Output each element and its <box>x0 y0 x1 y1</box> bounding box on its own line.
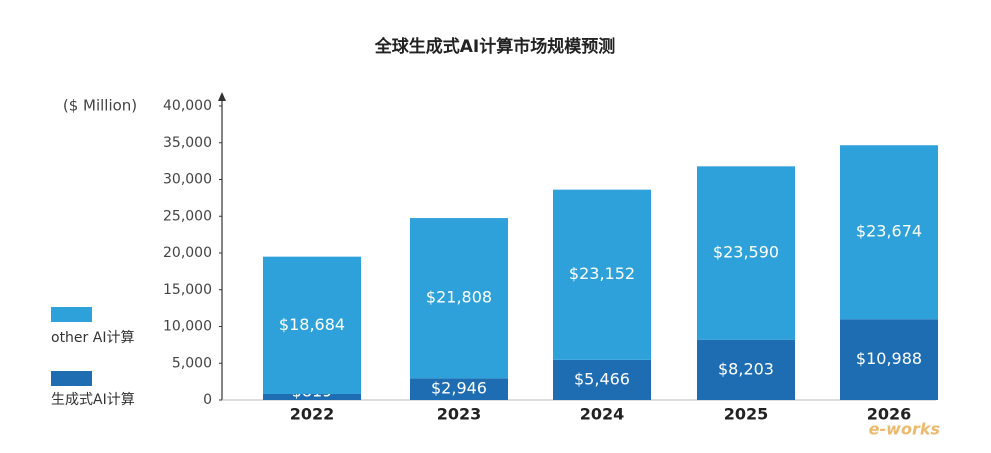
bar-segment <box>840 319 938 400</box>
x-tick-label: 2026 <box>867 405 912 424</box>
value-label: $23,590 <box>713 243 779 262</box>
bar-segment <box>553 359 651 400</box>
legend-swatch <box>51 371 92 386</box>
value-label: $23,674 <box>856 222 922 241</box>
y-axis-arrow <box>218 92 226 101</box>
value-label: $5,466 <box>574 369 630 388</box>
x-tick-label: 2022 <box>290 405 335 424</box>
legend-label: 生成式AI计算 <box>51 392 135 408</box>
value-label: $10,988 <box>856 349 922 368</box>
y-tick-label: 15,000 <box>163 282 212 298</box>
bar-segment <box>697 166 795 340</box>
x-tick-label: 2023 <box>437 405 482 424</box>
y-tick-label: 10,000 <box>163 319 212 335</box>
bar-segment <box>553 189 651 360</box>
y-tick-label: 40,000 <box>163 98 212 114</box>
y-tick-label: 5,000 <box>172 355 212 371</box>
bar-segment <box>840 145 938 320</box>
x-tick-label: 2025 <box>724 405 769 424</box>
y-tick-label: 35,000 <box>163 135 212 151</box>
bar-segment <box>263 256 361 394</box>
bar-segment <box>697 339 795 400</box>
bar-segment <box>410 378 508 400</box>
bar-segment <box>263 393 361 400</box>
y-tick-label: 20,000 <box>163 245 212 261</box>
chart-title: 全球生成式AI计算市场规模预测 <box>374 36 615 57</box>
y-tick-label: 25,000 <box>163 208 212 224</box>
bar-segment <box>410 218 508 379</box>
watermark: e-works <box>869 420 940 439</box>
value-label: $2,946 <box>431 379 487 398</box>
legend-swatch <box>51 307 92 322</box>
y-tick-label: 0 <box>203 392 212 408</box>
value-label: $21,808 <box>426 288 492 307</box>
legend-label: other AI计算 <box>51 330 134 346</box>
y-axis-label: ($ Million) <box>63 97 137 115</box>
value-label: $18,684 <box>279 315 345 334</box>
x-tick-label: 2024 <box>580 405 625 424</box>
value-label: $23,152 <box>569 264 635 283</box>
y-tick-label: 30,000 <box>163 172 212 188</box>
value-label: $8,203 <box>718 359 774 378</box>
